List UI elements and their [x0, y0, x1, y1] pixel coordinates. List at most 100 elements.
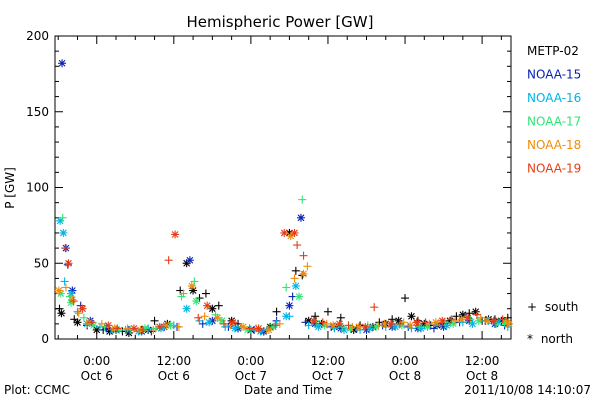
point-north [314, 322, 323, 331]
x-axis-label: Date and Time [244, 383, 332, 397]
point-south [149, 325, 158, 334]
point-south [395, 319, 404, 328]
legend-entry: NOAA-19 [527, 162, 581, 176]
point-south [304, 321, 313, 330]
x-tick-time-label: 12:00 [311, 354, 346, 368]
point-north [239, 322, 248, 331]
point-north [59, 228, 68, 237]
point-north [254, 324, 263, 333]
point-north [463, 313, 472, 322]
point-south [60, 277, 69, 286]
y-tick-label: 50 [34, 256, 49, 270]
point-south [275, 319, 284, 328]
point-north [505, 319, 514, 328]
point-north [129, 324, 138, 333]
point-south [271, 321, 280, 330]
point-north [295, 292, 304, 301]
legend: METP-02 NOAA-15 NOAA-16 NOAA-17 NOAA-18 NOAA-… [527, 44, 581, 176]
footer-timestamp: 2011/10/08 14:10:07 [464, 383, 591, 397]
marker-north-label: north [541, 332, 573, 346]
point-north [187, 281, 196, 290]
point-south [344, 321, 353, 330]
point-south [245, 324, 254, 333]
x-tick-time-label: 0:00 [83, 354, 110, 368]
point-north [285, 301, 294, 310]
point-south [290, 274, 299, 283]
x-tick-time-label: 12:00 [465, 354, 500, 368]
point-south [194, 313, 203, 322]
marker-south-label: south [545, 300, 579, 314]
x-tick-date-label: Oct 7 [235, 369, 267, 383]
x-tick-date-label: Oct 6 [158, 369, 190, 383]
point-south [425, 319, 434, 328]
point-north [182, 304, 191, 313]
point-north [192, 297, 201, 306]
point-south [79, 313, 88, 322]
x-tick-time-label: 0:00 [237, 354, 264, 368]
point-north [372, 322, 381, 331]
y-axis-ticks: 0 50 100 150 200 [26, 29, 511, 346]
point-north [329, 321, 338, 330]
point-north [228, 318, 237, 327]
marker-key-south: + south [527, 300, 578, 314]
point-south [421, 318, 430, 327]
point-north [406, 321, 415, 330]
point-north [489, 316, 498, 325]
point-north [205, 318, 214, 327]
marker-south-symbol: + [527, 300, 537, 314]
point-south [447, 315, 456, 324]
point-north [89, 321, 98, 330]
point-north [58, 59, 67, 68]
point-north [431, 318, 440, 327]
point-north [230, 324, 239, 333]
point-south [97, 319, 106, 328]
point-south [58, 213, 67, 222]
y-tick-label: 150 [26, 105, 49, 119]
point-north [104, 321, 113, 330]
point-south [498, 315, 507, 324]
point-south [87, 318, 96, 327]
point-south [303, 262, 312, 271]
point-north [412, 318, 421, 327]
point-north [264, 325, 273, 334]
legend-entry: NOAA-17 [527, 115, 581, 129]
point-north [64, 259, 73, 268]
point-south [214, 301, 223, 310]
point-north [203, 301, 212, 310]
point-north [361, 322, 370, 331]
x-tick-time-label: 0:00 [392, 354, 419, 368]
point-north [280, 228, 289, 237]
legend-entry: NOAA-16 [527, 91, 581, 105]
point-north [438, 316, 447, 325]
point-south [401, 294, 410, 303]
point-south [61, 244, 70, 253]
point-north [73, 318, 82, 327]
point-south [69, 297, 78, 306]
marker-north-symbol: * [527, 332, 533, 346]
point-south [61, 283, 70, 292]
point-south [399, 318, 408, 327]
x-tick-date-label: Oct 6 [81, 369, 113, 383]
point-north [335, 319, 344, 328]
point-south [74, 309, 83, 318]
point-south [113, 324, 122, 333]
point-north [162, 321, 171, 330]
x-tick-date-label: Oct 8 [466, 369, 498, 383]
marker-key-north: * north [527, 332, 573, 346]
plot-frame [54, 35, 512, 340]
point-south [201, 289, 210, 298]
point-north [213, 313, 222, 322]
x-tick-time-label: 12:00 [157, 354, 192, 368]
point-south [138, 325, 147, 334]
point-north [54, 286, 63, 295]
legend-entry: METP-02 [527, 44, 579, 58]
point-south [272, 307, 281, 316]
point-south [179, 289, 188, 298]
point-south [150, 316, 159, 325]
point-north [282, 312, 291, 321]
legend-entry: NOAA-18 [527, 138, 581, 152]
point-south [318, 318, 327, 327]
point-north [68, 286, 77, 295]
